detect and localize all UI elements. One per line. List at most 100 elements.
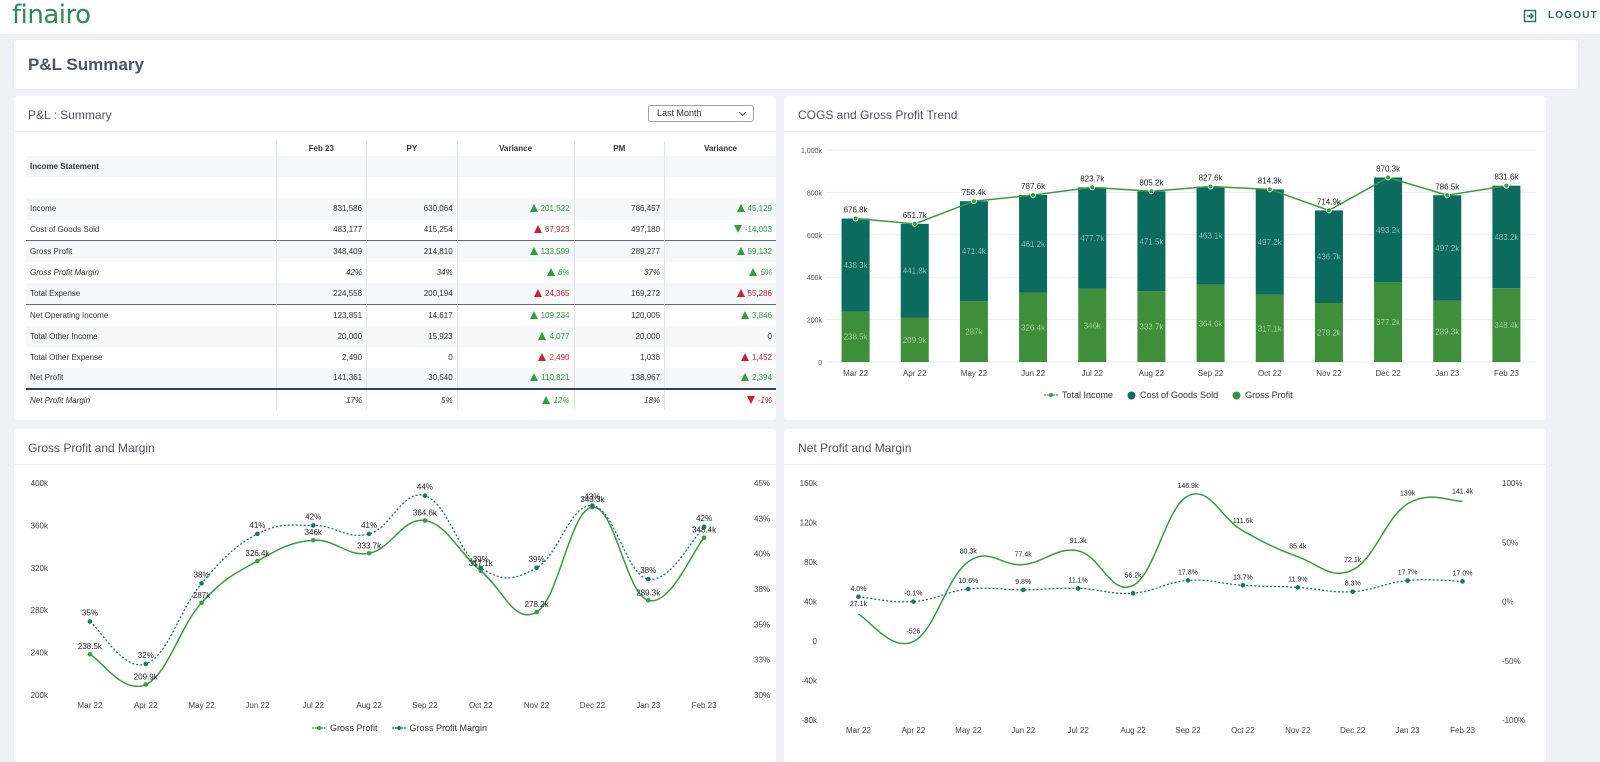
arrow-up-icon	[534, 288, 543, 297]
gross-profit-title: Gross Profit and Margin	[28, 441, 155, 455]
app-logo[interactable]: finairo	[12, 0, 91, 30]
y-tick-label: 600k	[807, 233, 823, 240]
cell-variance-py: 67,923	[457, 219, 575, 241]
net-profit-title: Net Profit and Margin	[798, 441, 912, 455]
column-header: PM	[574, 141, 666, 156]
bar-cogs	[1078, 187, 1107, 289]
bar-label-cogs: 483.2k	[1494, 233, 1519, 242]
legend-item[interactable]: Cost of Goods Sold	[1127, 390, 1218, 400]
bar-label-cogs: 497.2k	[1435, 244, 1460, 253]
bar-label-gross-profit: 278.2k	[1317, 329, 1342, 338]
legend-item[interactable]: Gross Profit Margin	[391, 723, 487, 733]
data-label-net-profit: 56.2k	[1124, 573, 1142, 580]
cell-feb23-value: 123,851	[333, 310, 363, 320]
x-tick-label: Oct 22	[1231, 726, 1255, 735]
arrow-up-icon	[529, 204, 538, 213]
bar-gross-profit	[1314, 303, 1343, 362]
point-net-profit-margin	[1185, 578, 1191, 583]
x-tick-label: Mar 22	[77, 701, 102, 710]
cell-feb23-value: 483,177	[333, 225, 363, 235]
y-tick-label: 80k	[804, 558, 818, 567]
row-label-value: Gross Profit Margin	[30, 268, 99, 278]
data-label-gross-profit: 289.3k	[636, 588, 661, 597]
legend-item[interactable]: Gross Profit	[312, 723, 378, 733]
arrow-up-icon	[736, 204, 745, 213]
y2-tick-label: 33%	[754, 656, 770, 665]
arrow-up-icon	[736, 247, 745, 256]
bar-label-gross-profit: 348.4k	[1494, 321, 1519, 330]
bar-label-gross-profit: 209.9k	[903, 336, 928, 345]
table-row: Total Expense 224,558 200,194 24,365 169,272…	[26, 283, 776, 305]
bar-label-gross-profit: 287k	[965, 328, 983, 337]
line-net-profit	[858, 493, 1463, 645]
cell-py: 214,810	[366, 240, 458, 262]
data-label-gross-profit: 346k	[305, 528, 323, 537]
y-tick-label: 120k	[800, 519, 818, 528]
section-label: Income Statement	[26, 156, 277, 178]
point-total-income	[1089, 184, 1096, 191]
y-tick-label: 40k	[804, 598, 818, 607]
cell-variance-py: 4,077	[457, 325, 575, 347]
row-label: Total Other Expense	[26, 346, 277, 368]
cell-variance-py-value: 133,599	[540, 247, 570, 257]
period-filter-dropdown[interactable]: Last Month	[648, 105, 754, 122]
cogs-trend-legend: Total Income Cost of Goods Sold Gross Pr…	[1044, 390, 1293, 400]
page-title: P&L Summary	[28, 55, 144, 74]
cell-pm-value: 138,967	[631, 373, 661, 383]
bar-label-cogs: 471.5k	[1139, 237, 1164, 246]
data-label-total-income: 831.6k	[1494, 173, 1519, 182]
cell-variance-pm: 5%	[665, 262, 776, 283]
cell-py-value: 5%	[441, 395, 453, 405]
row-label: Net Profit	[26, 367, 277, 390]
data-label-gross-profit-margin: 42%	[696, 514, 712, 523]
cogs-trend-card: COGS and Gross Profit Trend 0 200k 400k 600…	[784, 96, 1546, 420]
x-tick-label: Jan 23	[1435, 369, 1460, 378]
data-label-total-income: 714.9k	[1317, 197, 1342, 206]
point-net-profit-margin	[965, 586, 971, 592]
bar-label-gross-profit: 377.2k	[1376, 318, 1401, 327]
cell-feb23-value: 831,586	[333, 204, 363, 214]
data-label-gross-profit-margin: 38%	[194, 570, 210, 579]
pl-summary-title: P&L : Summary	[28, 108, 112, 122]
legend-label: Gross Profit	[330, 723, 378, 733]
cell-variance-py: 2,490	[457, 346, 575, 368]
table-row: Cost of Goods Sold 483,177 415,254 67,923 49…	[26, 219, 776, 241]
cell-pm: 138,967	[574, 367, 666, 390]
bar-label-cogs: 438.3k	[844, 261, 869, 270]
y-tick-label: -40k	[801, 677, 818, 686]
section-row: Income Statement	[26, 156, 776, 178]
point-total-income	[1326, 207, 1332, 214]
data-label-net-profit-margin: 17.0%	[1453, 570, 1473, 577]
y2-tick-label: 43%	[754, 514, 770, 523]
bar-cogs	[1255, 189, 1284, 295]
logout-icon[interactable]	[1523, 9, 1537, 23]
data-label-gross-profit-margin: 41%	[249, 521, 265, 530]
point-gross-profit-margin	[255, 531, 260, 537]
legend-item[interactable]: Gross Profit	[1232, 390, 1293, 400]
point-total-income	[971, 198, 977, 205]
bar-gross-profit	[1196, 284, 1225, 362]
arrow-down-icon	[733, 225, 742, 234]
divider	[14, 464, 776, 465]
legend-item[interactable]: Total Income	[1044, 390, 1113, 400]
line-net-profit-margin	[858, 579, 1463, 603]
x-tick-label: Nov 22	[524, 701, 550, 710]
bar-gross-profit	[1433, 300, 1462, 362]
cell-py-value: 415,254	[423, 225, 453, 235]
data-label-net-profit: 111.6k	[1233, 518, 1253, 525]
point-gross-profit-margin	[422, 493, 428, 499]
logout-button[interactable]: LOGOUT	[1548, 10, 1598, 21]
bar-label-gross-profit: 364.6k	[1199, 319, 1224, 328]
cell-variance-py-value: 109,234	[540, 310, 570, 320]
y-tick-label: 240k	[31, 649, 49, 658]
x-tick-label: Dec 22	[1340, 726, 1366, 735]
cogs-trend-chart: 0 200k 400k 600k 800k 1,000k 438.3k 238.5k Mar 2…	[801, 148, 1536, 378]
cell-pm: 1,038	[574, 346, 666, 368]
table-row: Net Operating Income 123,851 14,617 109,234…	[26, 303, 776, 326]
point-total-income	[852, 215, 859, 222]
y2-tick-label: 35%	[754, 620, 770, 629]
bar-cogs	[1433, 195, 1462, 301]
cell-variance-pm-value: 1,452	[751, 352, 772, 362]
y2-tick-label: 38%	[754, 585, 770, 594]
cell-py: 0	[366, 346, 458, 368]
